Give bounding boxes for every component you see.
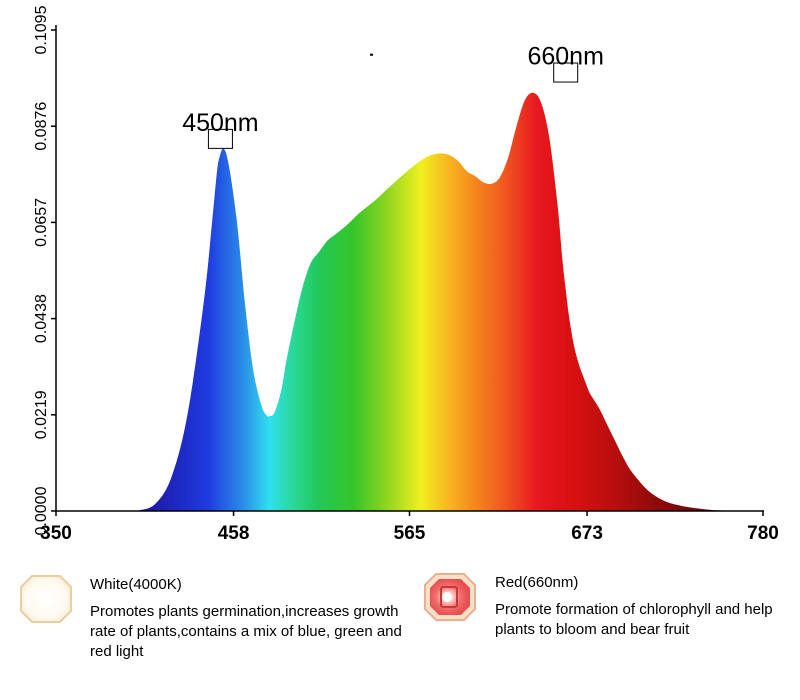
peak-label: 450nm (182, 109, 258, 137)
x-tick-label: 458 (218, 523, 250, 544)
y-tick-label: 0.0219 (33, 390, 50, 439)
y-tick-label: 0.0876 (33, 102, 50, 151)
x-tick-label: 565 (394, 523, 426, 544)
red-legend-description: Promote formation of chlorophyll and hel… (495, 601, 773, 638)
x-tick-label: 350 (40, 523, 72, 544)
white-legend-title: White(4000K) (90, 576, 182, 593)
y-tick-label: 0.0000 (33, 486, 50, 535)
x-tick-label: 673 (571, 523, 603, 544)
axes-layer: 350 458 565 673 780 0.0000 0.0219 0.0438 0.0657… (33, 5, 779, 544)
white-led-icon (20, 575, 72, 623)
x-tick-label: 780 (747, 523, 779, 544)
white-legend-description: Promotes plants germination,increases gr… (90, 603, 402, 660)
x-ticks: 350 458 565 673 780 (40, 511, 779, 544)
peak-label: 660nm (527, 43, 603, 71)
y-tick-label: 0.0438 (33, 294, 50, 343)
peak-marker-box (207, 128, 233, 149)
y-tick-label: 0.0657 (33, 198, 50, 247)
y-ticks: 0.0000 0.0219 0.0438 0.0657 0.0876 0.1095 (33, 5, 56, 535)
annotations-layer: 450nm 660nm (182, 43, 604, 149)
peak-marker-box (553, 62, 579, 83)
stray-dot-mark (370, 53, 374, 56)
y-tick-label: 0.1095 (33, 5, 50, 54)
spectrum-area (138, 92, 731, 512)
red-led-icon (424, 573, 476, 621)
red-legend-title: Red(660nm) (495, 574, 579, 591)
